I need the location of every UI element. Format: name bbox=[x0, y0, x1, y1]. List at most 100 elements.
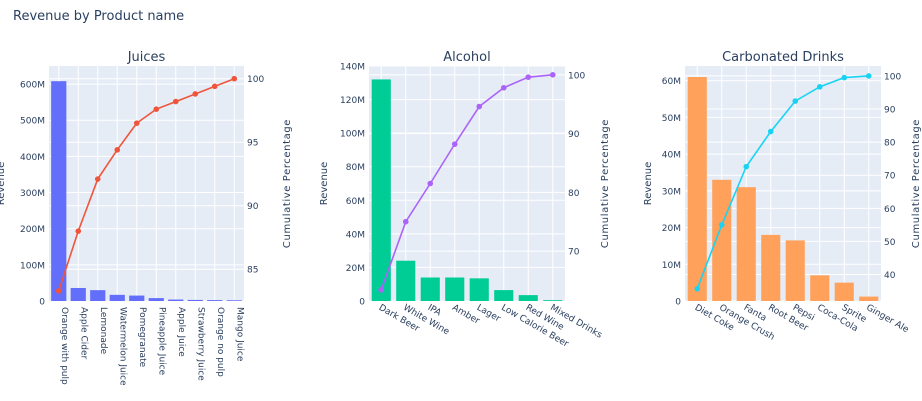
cumulative-point bbox=[792, 98, 799, 104]
y-tick-label: 0 bbox=[675, 298, 681, 308]
y-tick-label: 120M bbox=[340, 96, 365, 106]
bar bbox=[736, 187, 756, 301]
y2-tick-label: 100 bbox=[568, 71, 585, 81]
cumulative-point bbox=[133, 120, 140, 126]
cumulative-point bbox=[525, 74, 532, 80]
cumulative-point bbox=[694, 285, 701, 292]
y2-tick-label: 100 bbox=[247, 75, 264, 85]
bar bbox=[712, 179, 732, 301]
cumulative-point bbox=[378, 287, 385, 293]
y2-tick-label: 70 bbox=[884, 172, 896, 182]
bar bbox=[810, 275, 830, 301]
y-tick-label: 20M bbox=[346, 264, 365, 274]
x-tick-label: Lemonade bbox=[98, 307, 108, 355]
cumulative-point bbox=[231, 75, 238, 82]
y2-axis-label: Cumulative Percentage bbox=[282, 119, 293, 248]
y-tick-label: 500M bbox=[20, 117, 45, 127]
bar bbox=[207, 300, 223, 301]
bar bbox=[90, 290, 106, 301]
y2-tick-label: 40 bbox=[884, 271, 896, 281]
bar bbox=[148, 298, 164, 301]
bar bbox=[469, 278, 489, 301]
bar bbox=[420, 277, 440, 301]
bar bbox=[445, 277, 465, 301]
chart-title: Juices bbox=[127, 50, 166, 65]
y2-tick-label: 90 bbox=[568, 130, 580, 140]
y-tick-label: 300M bbox=[20, 189, 45, 199]
y2-tick-label: 85 bbox=[247, 266, 258, 276]
chart-panel-3: 0 10M 20M 30M 40M 50M 60M 40 50 60 70 80 90 100 Carbon… bbox=[643, 50, 922, 343]
cumulative-point bbox=[402, 218, 409, 225]
bar bbox=[187, 299, 203, 301]
chart-panel-2: 0 20M 40M 60M 80M 100M 120M 140M 70 80 90 100 Alcoho… bbox=[319, 50, 611, 350]
y-tick-label: 40M bbox=[346, 230, 365, 240]
cumulative-point bbox=[865, 73, 872, 79]
y-axis-label: Revenue bbox=[0, 162, 7, 206]
x-tick-label: Pineapple Juice bbox=[156, 307, 166, 376]
cumulative-point bbox=[114, 147, 121, 153]
cumulative-line bbox=[380, 74, 553, 291]
cumulative-point bbox=[172, 98, 179, 105]
y-tick-label: 30M bbox=[662, 187, 681, 197]
page-title: Revenue by Product name bbox=[13, 9, 185, 24]
bar bbox=[687, 77, 707, 301]
bar bbox=[859, 296, 879, 301]
y2-tick-label: 95 bbox=[247, 139, 258, 149]
y2-tick-label: 60 bbox=[884, 205, 896, 215]
cumulative-point bbox=[153, 106, 160, 112]
y2-tick-label: 90 bbox=[884, 106, 896, 116]
chart-title: Alcohol bbox=[443, 50, 490, 65]
y-tick-label: 600M bbox=[20, 81, 45, 91]
x-tick-label: Pomegranate bbox=[137, 307, 147, 368]
cumulative-line bbox=[696, 75, 869, 290]
y-tick-label: 400M bbox=[20, 153, 45, 163]
y-tick-label: 0 bbox=[39, 298, 45, 308]
x-tick-label: Strawberry Juice bbox=[195, 307, 205, 381]
cumulative-point bbox=[743, 163, 750, 170]
chart-title: Carbonated Drinks bbox=[722, 50, 844, 65]
x-tick-label: Mango Juice bbox=[234, 307, 244, 362]
cumulative-point bbox=[211, 83, 218, 90]
bar bbox=[396, 260, 416, 301]
y-tick-label: 40M bbox=[662, 151, 681, 161]
y-axis-label: Revenue bbox=[643, 162, 654, 206]
bar bbox=[168, 299, 184, 301]
y-tick-label: 100M bbox=[20, 261, 45, 271]
x-tick-label: Apple Juice bbox=[176, 307, 186, 357]
cumulative-point bbox=[451, 141, 458, 147]
bar bbox=[51, 81, 67, 301]
x-tick-label: Watermelon Juice bbox=[117, 307, 127, 386]
cumulative-point bbox=[427, 180, 434, 187]
cumulative-point bbox=[94, 176, 101, 182]
y-tick-label: 50M bbox=[662, 114, 681, 124]
chart-panel-1: 0 100M 200M 300M 400M 500M 600M 85 90 95 100 Juices… bbox=[0, 50, 293, 386]
y-tick-label: 20M bbox=[662, 224, 681, 234]
y-tick-label: 60M bbox=[346, 197, 365, 207]
bar bbox=[129, 295, 145, 301]
y2-tick-label: 70 bbox=[568, 248, 580, 258]
y-tick-label: 100M bbox=[340, 130, 365, 140]
bar bbox=[226, 300, 242, 301]
cumulative-point bbox=[767, 128, 774, 135]
x-tick-label: Orange no pulp bbox=[215, 307, 225, 377]
cumulative-point bbox=[192, 91, 199, 97]
bar bbox=[543, 300, 563, 301]
cumulative-point bbox=[476, 103, 483, 110]
y2-axis-label: Cumulative Percentage bbox=[600, 119, 611, 248]
y-tick-label: 0 bbox=[359, 298, 365, 308]
x-tick-label: Ginger Ale bbox=[864, 303, 910, 335]
y-axis-label: Revenue bbox=[319, 162, 330, 206]
y-tick-label: 60M bbox=[662, 77, 681, 87]
cumulative-point bbox=[55, 288, 62, 294]
y2-tick-label: 80 bbox=[568, 189, 580, 199]
bar bbox=[494, 290, 514, 301]
cumulative-point bbox=[718, 222, 725, 228]
y2-tick-label: 90 bbox=[247, 202, 259, 212]
y-tick-label: 140M bbox=[340, 63, 365, 73]
cumulative-point bbox=[549, 72, 556, 78]
y2-axis-label: Cumulative Percentage bbox=[911, 119, 922, 248]
y2-tick-label: 100 bbox=[884, 72, 901, 82]
x-tick-label: Apple Cider bbox=[78, 307, 88, 360]
y-tick-label: 200M bbox=[20, 225, 45, 235]
